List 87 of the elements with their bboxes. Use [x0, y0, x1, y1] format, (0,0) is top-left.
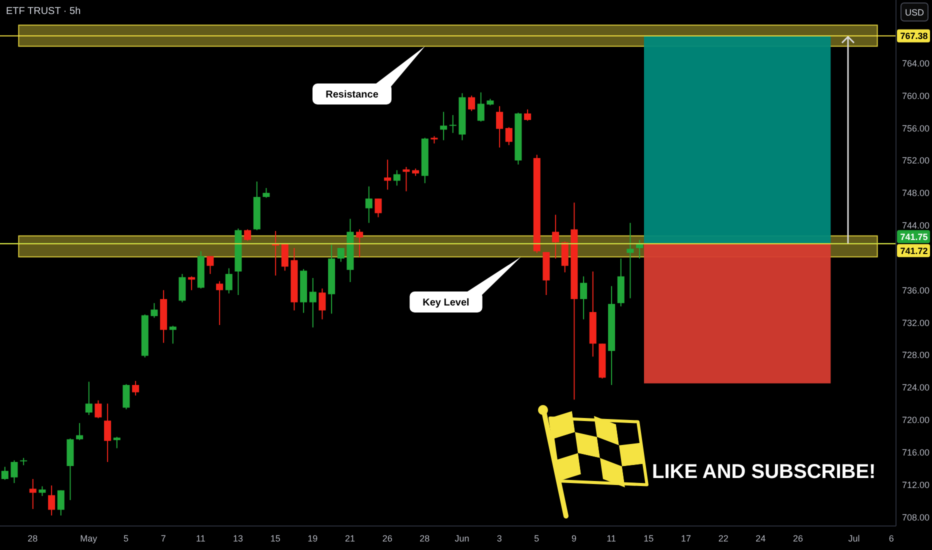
- x-tick-label: 5: [534, 533, 540, 544]
- candlestick: [48, 484, 56, 516]
- x-tick-label: 6: [888, 533, 894, 544]
- x-tick-label: 9: [571, 533, 577, 544]
- x-tick-label: 28: [28, 533, 38, 544]
- candlestick: [244, 228, 252, 242]
- candlestick: [393, 170, 400, 186]
- x-tick-label: 22: [718, 533, 728, 544]
- y-tick-label: 756.00: [902, 123, 930, 134]
- candlestick: [188, 276, 196, 291]
- y-tick-label: 708.00: [902, 512, 930, 522]
- x-tick-label: 13: [232, 533, 244, 544]
- ref-line-label: 741.75: [900, 232, 928, 242]
- candlestick: [57, 490, 64, 516]
- candlestick: [104, 403, 112, 462]
- y-axis-title: USD: [904, 8, 924, 18]
- x-tick-label: Jun: [454, 533, 470, 544]
- candlestick: [505, 126, 512, 146]
- candlestick: [496, 106, 504, 148]
- y-tick-label: 752.00: [902, 156, 930, 166]
- candlestick: [449, 114, 456, 134]
- y-tick-label: 728.00: [902, 350, 930, 360]
- candlestick: [122, 384, 130, 410]
- candlestick: [524, 108, 532, 122]
- y-tick-label: 744.00: [902, 220, 930, 231]
- candlestick: [365, 186, 372, 224]
- y-tick-label: 712.00: [902, 480, 930, 490]
- y-tick-label: 736.00: [902, 285, 930, 296]
- y-tick-label: 732.00: [902, 318, 930, 328]
- x-tick-label: 15: [644, 533, 654, 544]
- candlestick: [468, 95, 476, 112]
- x-tick-label: Jul: [848, 533, 860, 544]
- ref-line-label: 767.38: [900, 31, 928, 42]
- candlestick: [262, 188, 270, 198]
- x-tick-label: May: [80, 533, 98, 544]
- candlestick: [402, 166, 410, 192]
- annotation: LIKE AND SUBSCRIBE!: [652, 461, 876, 483]
- candlestick: [1, 466, 8, 480]
- annotation: Resistance: [326, 90, 379, 100]
- x-tick-label: 5: [123, 533, 129, 544]
- annotation: Key Level: [422, 298, 470, 308]
- y-tick-label: 764.00: [902, 58, 930, 68]
- y-tick-label: 716.00: [902, 447, 930, 458]
- x-tick-label: 26: [792, 533, 804, 544]
- candlestick: [374, 198, 382, 218]
- candlestick: [337, 248, 344, 262]
- candlestick: [85, 381, 92, 416]
- candlestick: [356, 228, 364, 258]
- x-tick-label: 24: [756, 533, 766, 544]
- candlestick: [440, 111, 448, 141]
- candlestick: [38, 486, 46, 497]
- candlestick: [178, 273, 186, 303]
- candlestick: [29, 478, 36, 510]
- candlestick: [169, 325, 176, 344]
- candlestick: [225, 268, 232, 294]
- ref-line-label: 741.72: [900, 246, 928, 256]
- candlestick: [318, 288, 326, 320]
- candlestick: [561, 241, 568, 273]
- candlestick: [477, 92, 484, 122]
- x-tick-label: 15: [270, 533, 280, 544]
- x-tick-label: 19: [308, 533, 318, 544]
- x-tick-label: 7: [160, 533, 166, 544]
- x-tick-label: 17: [680, 533, 692, 544]
- x-tick-label: 3: [496, 533, 502, 544]
- x-tick-label: 21: [344, 533, 356, 544]
- y-tick-label: 724.00: [902, 382, 930, 393]
- x-tick-label: 26: [382, 533, 392, 544]
- candlestick: [150, 302, 158, 318]
- candlestick: [206, 256, 214, 274]
- y-tick-label: 760.00: [902, 90, 930, 101]
- candlestick: [580, 276, 588, 320]
- candlestick: [309, 277, 316, 328]
- candlestick: [384, 159, 392, 190]
- x-tick-label: 11: [196, 533, 206, 544]
- candlestick: [94, 400, 102, 419]
- candlestick: [281, 243, 288, 272]
- candlestick: [216, 280, 224, 326]
- candlestick: [113, 436, 120, 449]
- candlestick: [552, 214, 560, 260]
- text: ETF TRUST · 5h: [6, 6, 81, 17]
- candlestick: [10, 460, 18, 484]
- x-tick-label: 28: [420, 533, 430, 544]
- candlestick: [132, 380, 140, 396]
- y-tick-label: 748.00: [902, 188, 930, 198]
- candlestick: [76, 422, 84, 441]
- x-tick-label: 11: [606, 533, 616, 544]
- y-tick-label: 720.00: [902, 415, 930, 426]
